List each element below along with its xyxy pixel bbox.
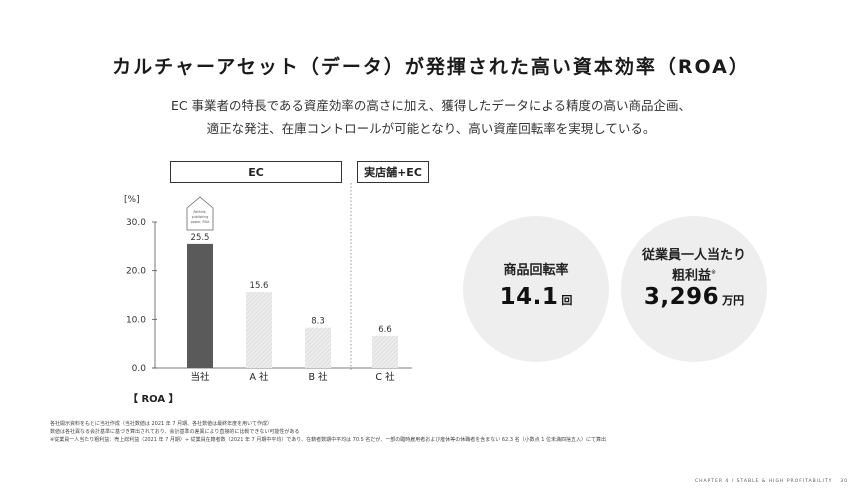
house-label-3: power, ROA (191, 220, 211, 224)
house-icon: Rethink, publishing power, ROA (186, 196, 214, 231)
lead-line-1: EC 事業者の特長である資産効率の高さに加え、獲得したデータによる精度の高い商品… (170, 98, 692, 113)
category-label: B 社 (308, 371, 328, 383)
gross-profit-value: 3,296 (643, 284, 720, 310)
note-source: 各社開示資料をもとに当社作成（当社数値は 2021 年 7 月期、各社数値は最終… (50, 421, 273, 427)
category-label: 当社 (190, 371, 210, 383)
lead-line-2: 適正な発注、在庫コントロールが可能となり、高い資産回転率を実現している。 (206, 121, 656, 136)
y-axis-unit: [%] (124, 195, 140, 205)
gross-profit-label-2: 粗利益 (671, 268, 711, 284)
inventory-turnover-unit: 回 (561, 294, 573, 307)
page-title: カルチャーアセット（データ）が発揮された高い資本効率（ROA） (112, 56, 750, 78)
bar-value-label: 8.3 (311, 317, 325, 327)
bar (246, 292, 272, 368)
bar-value-label: 25.5 (191, 233, 210, 243)
y-tick-label: 20.0 (126, 267, 146, 277)
inventory-turnover-label: 商品回転率 (503, 263, 569, 278)
gross-profit-per-employee-circle: 従業員一人当たり 粗利益※ 3,296 万円 (621, 216, 767, 362)
footnote-mark: ※ (710, 269, 717, 276)
bar-value-label: 15.6 (250, 281, 269, 291)
gross-profit-unit: 万円 (722, 294, 745, 307)
bar (187, 243, 213, 368)
note-accounting: 数値は各社異なる会計基準に基づき算出されており、会計基準の差異により直接的に比較… (50, 429, 300, 435)
category-label: A 社 (249, 371, 269, 383)
x-axis-caption: 【 ROA 】 (128, 394, 179, 405)
y-tick-label: 0.0 (132, 364, 147, 374)
category-label: C 社 (375, 371, 395, 383)
store-ec-group-header: 実店舗+EC (357, 161, 429, 183)
footer-chapter: CHAPTER 4 / STABLE & HIGH PROFITABILITY … (694, 479, 848, 484)
house-label-1: Rethink, (193, 210, 206, 214)
inventory-turnover-circle: 商品回転率 14.1 回 (463, 216, 609, 362)
note-gross-profit: ※従業員一人当たり粗利益：売上総利益（2021 年 7 月期）÷ 従業員在籍者数… (50, 437, 606, 443)
y-tick-label: 10.0 (126, 315, 146, 325)
bar-value-label: 6.6 (378, 325, 392, 335)
inventory-turnover-value: 14.1 (499, 284, 559, 310)
y-tick-label: 30.0 (126, 218, 146, 228)
gross-profit-label-1: 従業員一人当たり (641, 248, 746, 263)
bar (305, 327, 331, 368)
bar (372, 335, 398, 368)
ec-group-header: EC (170, 161, 342, 183)
house-label-2: publishing (192, 215, 208, 219)
